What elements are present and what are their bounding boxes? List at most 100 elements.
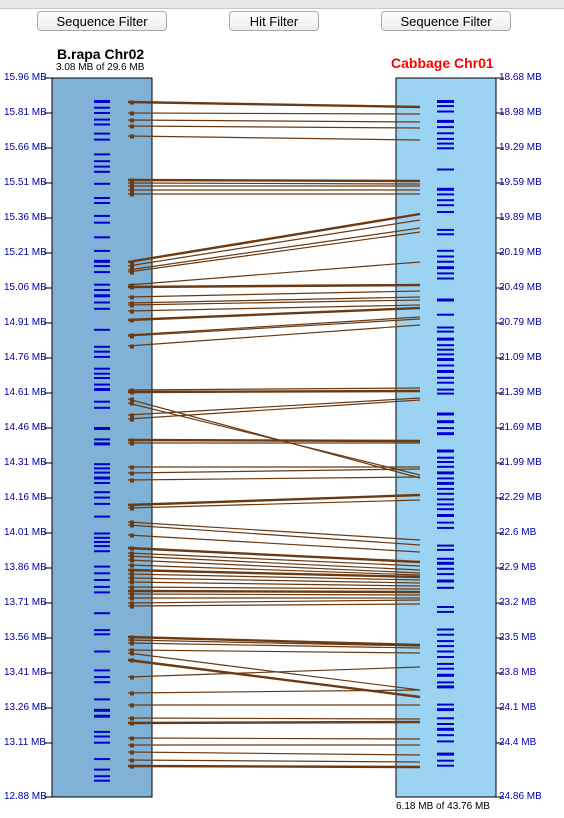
hit-line[interactable] xyxy=(127,564,421,576)
right-tick-label: 19.59 MB xyxy=(499,177,542,188)
gene-mark xyxy=(437,461,454,463)
hit-line[interactable] xyxy=(127,304,421,312)
gene-mark xyxy=(94,681,110,684)
hit-line[interactable] xyxy=(127,689,421,694)
gene-mark xyxy=(94,730,110,733)
hit-line[interactable] xyxy=(127,402,421,476)
hit-line[interactable] xyxy=(127,399,421,420)
gene-mark xyxy=(437,119,454,123)
left-tick-label: 15.36 MB xyxy=(4,212,47,223)
hit-line[interactable] xyxy=(127,581,421,587)
hit-anchor-left xyxy=(130,558,134,563)
hit-line[interactable] xyxy=(127,324,421,347)
sequence-filter-right-button[interactable]: Sequence Filter xyxy=(381,11,511,31)
hit-anchor-left xyxy=(130,178,134,183)
hit-line[interactable] xyxy=(127,635,421,647)
hit-line[interactable] xyxy=(127,534,421,553)
hit-line[interactable] xyxy=(127,599,421,604)
sequence-filter-left-button[interactable]: Sequence Filter xyxy=(37,11,167,31)
hit-line[interactable] xyxy=(127,178,421,183)
gene-mark xyxy=(94,100,110,103)
left-tick-label: 13.26 MB xyxy=(4,702,47,713)
hit-line[interactable] xyxy=(127,318,421,337)
right-chromosome-track[interactable] xyxy=(395,77,497,798)
hit-line[interactable] xyxy=(127,306,421,322)
hit-line[interactable] xyxy=(127,666,421,678)
hit-line[interactable] xyxy=(127,759,421,763)
hit-line[interactable] xyxy=(127,316,421,336)
hit-line[interactable] xyxy=(127,717,421,720)
gene-mark xyxy=(437,723,454,725)
hit-line[interactable] xyxy=(127,135,421,141)
hit-line[interactable] xyxy=(127,577,421,584)
gene-mark xyxy=(437,427,454,430)
gene-mark xyxy=(437,650,454,653)
hit-line[interactable] xyxy=(127,397,421,416)
right-tick-label: 24.4 MB xyxy=(499,737,537,748)
hit-anchor-left xyxy=(130,758,134,763)
hit-line[interactable] xyxy=(127,296,421,304)
hit-line[interactable] xyxy=(127,290,421,298)
hit-line[interactable] xyxy=(127,219,421,267)
gene-mark xyxy=(94,698,110,701)
hit-line[interactable] xyxy=(127,573,421,581)
hit-line[interactable] xyxy=(127,227,421,271)
hit-line[interactable] xyxy=(127,568,421,579)
synteny-hit-lines[interactable] xyxy=(127,100,421,769)
hit-line[interactable] xyxy=(127,231,421,273)
gene-mark xyxy=(94,294,110,298)
hit-line[interactable] xyxy=(127,493,421,507)
gene-mark xyxy=(437,656,454,658)
gene-mark xyxy=(437,514,454,517)
gene-mark xyxy=(94,579,110,581)
hit-line[interactable] xyxy=(127,119,421,123)
hit-line[interactable] xyxy=(127,552,421,567)
hit-line[interactable] xyxy=(127,182,421,185)
hit-line[interactable] xyxy=(127,499,421,509)
hit-line[interactable] xyxy=(127,261,421,286)
hit-anchor-left xyxy=(130,580,134,585)
gene-mark xyxy=(437,752,454,756)
hit-line[interactable] xyxy=(127,642,421,649)
hit-filter-button[interactable]: Hit Filter xyxy=(229,11,319,31)
hit-line[interactable] xyxy=(127,586,421,590)
hit-line[interactable] xyxy=(127,112,421,115)
hit-line[interactable] xyxy=(127,125,421,129)
gene-mark xyxy=(94,775,110,778)
hit-line[interactable] xyxy=(127,737,421,740)
gene-mark xyxy=(437,521,454,524)
hit-line[interactable] xyxy=(127,299,421,306)
hit-line[interactable] xyxy=(127,603,421,607)
hit-line[interactable] xyxy=(127,649,421,654)
gene-mark xyxy=(94,170,110,173)
hit-line[interactable] xyxy=(127,546,421,564)
hit-line[interactable] xyxy=(127,521,421,541)
gene-mark xyxy=(94,545,110,548)
hit-line[interactable] xyxy=(127,476,421,481)
hit-line[interactable] xyxy=(127,593,421,596)
hit-line[interactable] xyxy=(127,389,421,394)
gene-mark xyxy=(94,502,110,505)
hit-line[interactable] xyxy=(127,555,421,571)
gene-mark xyxy=(94,271,110,274)
hit-anchor-left xyxy=(130,111,134,116)
hit-line[interactable] xyxy=(127,751,421,756)
gene-mark xyxy=(94,768,110,771)
hit-line[interactable] xyxy=(127,524,421,546)
hit-anchor-left xyxy=(130,648,134,653)
hit-line[interactable] xyxy=(127,468,421,474)
gene-mark xyxy=(437,137,454,140)
hit-anchor-left xyxy=(130,506,134,511)
hit-line[interactable] xyxy=(127,589,421,594)
hit-line[interactable] xyxy=(127,764,421,769)
hit-line[interactable] xyxy=(127,387,421,391)
hit-line[interactable] xyxy=(127,438,421,443)
hit-line[interactable] xyxy=(127,559,421,574)
hit-line[interactable] xyxy=(127,283,421,289)
gene-mark xyxy=(437,420,454,424)
hit-line[interactable] xyxy=(127,720,421,725)
hit-line[interactable] xyxy=(127,639,421,647)
hit-line[interactable] xyxy=(127,212,421,264)
hit-line[interactable] xyxy=(127,100,421,109)
